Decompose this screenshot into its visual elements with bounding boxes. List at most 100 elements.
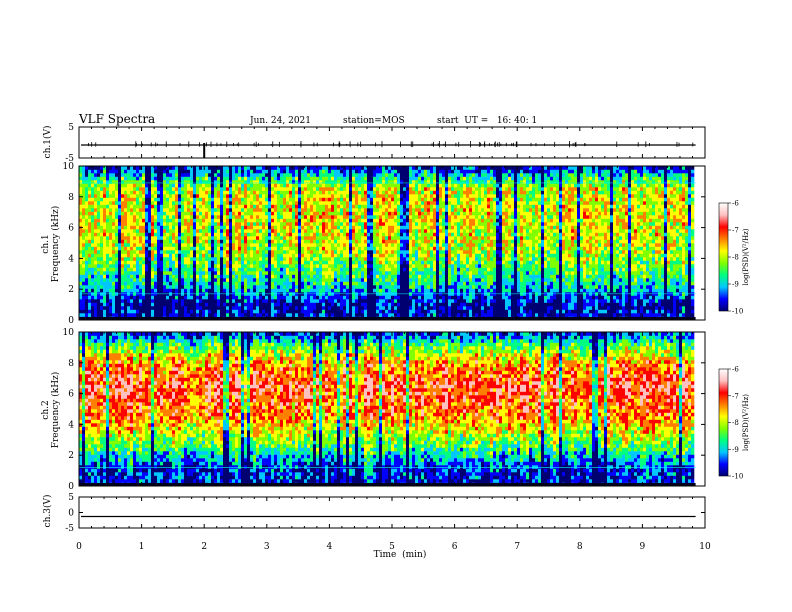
spectrogram-cell	[91, 222, 95, 226]
spectrogram-cell	[88, 288, 92, 293]
spectrogram-cell	[211, 313, 215, 317]
spectrogram-cell	[370, 208, 374, 212]
spectrogram-cell	[199, 218, 203, 223]
spectrogram-cell	[253, 176, 257, 181]
spectrogram-cell	[253, 232, 257, 237]
spectrogram-cell	[388, 215, 392, 219]
spectrogram-cell	[352, 201, 356, 205]
spectrogram-cell	[172, 281, 176, 286]
spectrogram-cell	[148, 288, 152, 293]
spectrogram-cell	[355, 204, 359, 209]
spectrogram-cell	[355, 211, 359, 216]
spectrogram-cell	[226, 218, 230, 223]
spectrogram-cell	[91, 243, 95, 247]
spectrogram-cell	[376, 246, 380, 251]
spectrogram-cell	[85, 169, 89, 174]
spectrogram-cell	[235, 313, 239, 317]
spectrogram-cell	[304, 260, 308, 265]
spectrogram-cell	[283, 295, 287, 300]
spectrogram-cell	[139, 313, 143, 317]
spectrogram-cell	[100, 169, 104, 174]
spectrogram-cell	[319, 250, 323, 254]
spectrogram-cell	[397, 278, 401, 282]
spectrogram-cell	[358, 309, 362, 314]
spectrogram-cell	[319, 190, 323, 195]
spectrogram-cell	[184, 264, 188, 268]
spectrogram-cell	[238, 313, 242, 317]
spectrogram-cell	[331, 309, 335, 314]
spectrogram-cell	[100, 218, 104, 223]
spectrogram-cell	[211, 183, 215, 188]
spectrogram-cell	[193, 313, 197, 317]
spectrogram-cell	[163, 215, 167, 219]
spectrogram-cell	[145, 243, 149, 247]
spectrogram-cell	[274, 215, 278, 219]
spectrogram-cell	[328, 215, 332, 219]
spectrogram-cell	[88, 246, 92, 251]
spectrogram-cell	[235, 211, 239, 216]
spectrogram-cell	[223, 302, 227, 307]
spectrogram-cell	[337, 183, 341, 188]
spectrogram-cell	[82, 243, 86, 247]
spectrogram-cell	[301, 204, 305, 209]
spectrogram-cell	[256, 169, 260, 174]
spectrogram-cell	[274, 211, 278, 216]
spectrogram-cell	[265, 190, 269, 195]
spectrogram-cell	[304, 288, 308, 293]
spectrogram-cell	[154, 197, 158, 202]
spectrogram-cell	[232, 208, 236, 212]
spectrogram-cell	[307, 190, 311, 195]
spectrogram-cell	[286, 208, 290, 212]
spectrogram-cell	[298, 190, 302, 195]
spectrogram-cell	[376, 236, 380, 240]
spectrogram-cell	[328, 236, 332, 240]
spectrogram-cell	[295, 257, 299, 261]
spectrogram-cell	[241, 236, 245, 240]
spectrogram-cell	[160, 183, 164, 188]
spectrogram-cell	[226, 264, 230, 268]
spectrogram-cell	[160, 208, 164, 212]
spectrogram-cell	[376, 229, 380, 233]
spectrogram-cell	[220, 271, 224, 275]
spectrogram-cell	[259, 204, 263, 209]
spectrogram-cell	[109, 285, 113, 289]
spectrogram-cell	[265, 173, 269, 177]
spectrogram-cell	[358, 225, 362, 230]
spectrogram-cell	[289, 222, 293, 226]
spectrogram-cell	[256, 218, 260, 223]
spectrogram-cell	[103, 180, 107, 184]
y-tick-label: -5	[65, 154, 74, 164]
spectrogram-cell	[226, 187, 230, 191]
spectrogram-cell	[298, 257, 302, 261]
spectrogram-cell	[376, 309, 380, 314]
spectrogram-cell	[103, 274, 107, 279]
spectrogram-cell	[280, 173, 284, 177]
spectrogram-cell	[304, 243, 308, 247]
spectrogram-cell	[274, 183, 278, 188]
spectrogram-cell	[364, 257, 368, 261]
spectrogram-cell	[301, 190, 305, 195]
spectrogram-cell	[382, 281, 386, 286]
spectrogram-cell	[358, 274, 362, 279]
spectrogram-cell	[226, 183, 230, 188]
spectrogram-cell	[397, 281, 401, 286]
spectrogram-cell	[118, 302, 122, 307]
spectrogram-cell	[241, 306, 245, 310]
spectrogram-cell	[178, 225, 182, 230]
spectrogram-cell	[292, 211, 296, 216]
spectrogram-cell	[118, 232, 122, 237]
spectrogram-cell	[346, 183, 350, 188]
spectrogram-cell	[325, 288, 329, 293]
spectrogram-cell	[190, 246, 194, 251]
spectrogram-cell	[148, 243, 152, 247]
spectrogram-cell	[235, 225, 239, 230]
spectrogram-cell	[343, 267, 347, 272]
spectrogram-cell	[337, 257, 341, 261]
spectrogram-cell	[352, 215, 356, 219]
spectrogram-cell	[301, 302, 305, 307]
spectrogram-cell	[79, 306, 83, 310]
spectrogram-cell	[334, 190, 338, 195]
spectrogram-cell	[322, 225, 326, 230]
spectrogram-cell	[157, 176, 161, 181]
spectrogram-cell	[184, 260, 188, 265]
